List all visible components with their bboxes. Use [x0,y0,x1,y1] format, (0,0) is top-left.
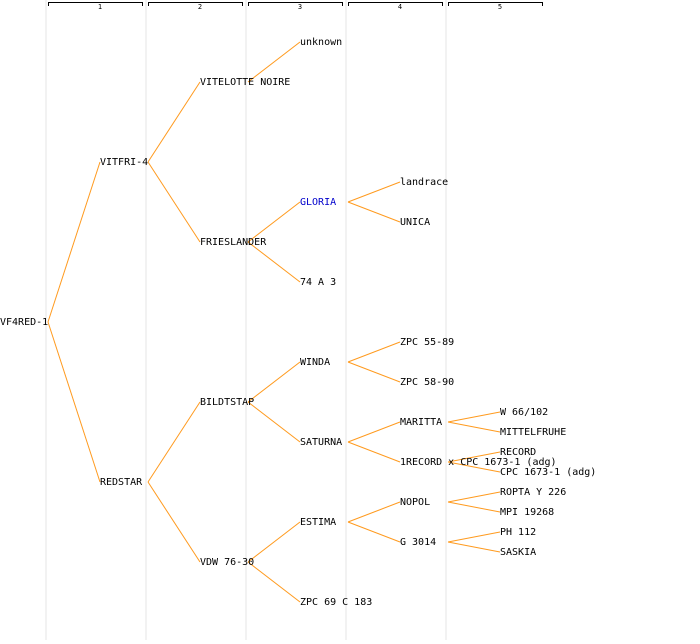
edge [147,81,201,163]
edge [347,341,401,363]
node-label: VF4RED-1 [0,317,48,328]
edge [347,361,401,383]
node-label: ZPC 55-89 [400,337,454,348]
node-label: G 3014 [400,537,436,548]
edge [347,421,401,443]
node-label: VITELOTTE NOIRE [200,77,290,88]
column-bracket [148,2,243,6]
edge [347,501,401,523]
node-label: WINDA [300,357,330,368]
node-label: CPC 1673-1 (adg) [500,467,596,478]
column-label: 4 [398,3,402,11]
edge [347,521,401,543]
edge [447,421,501,433]
edge [447,451,501,463]
edge [147,401,201,483]
node-label: landrace [400,177,448,188]
node-label: UNICA [400,217,430,228]
node-label: FRIESLANDER [200,237,267,248]
node-label: ZPC 69 C 183 [300,597,372,608]
edge [347,201,401,223]
edge [47,321,101,483]
edge [47,161,101,323]
node-label: MITTELFRUHE [500,427,566,438]
edge [147,161,201,243]
edge [447,531,501,543]
column-bracket [248,2,343,6]
node-label: 1RECORD x CPC 1673-1 (adg) [400,457,557,468]
edge [447,461,501,473]
node-label: ZPC 58-90 [400,377,454,388]
edge [447,491,501,503]
edge [447,541,501,553]
edge [247,401,301,443]
edge [347,441,401,463]
edge [347,181,401,203]
node-label: RECORD [500,447,536,458]
edge [247,361,301,403]
edge [247,201,301,243]
column-label: 3 [298,3,302,11]
column-label: 2 [198,3,202,11]
node-label: ROPTA Y 226 [500,487,566,498]
node-label: NOPOL [400,497,430,508]
node-label: VDW 76-30 [200,557,254,568]
node-label: MPI 19268 [500,507,554,518]
edge [247,41,301,83]
node-label: VITFRI-4 [100,157,148,168]
node-label[interactable]: GLORIA [300,197,336,208]
node-label: BILDTSTAP [200,397,254,408]
node-label: W 66/102 [500,407,548,418]
node-label: unknown [300,37,342,48]
node-label: 74 A 3 [300,277,336,288]
edge [247,241,301,283]
column-label: 1 [98,3,102,11]
edge [247,521,301,563]
node-label: ESTIMA [300,517,336,528]
node-label: REDSTAR [100,477,143,488]
column-label: 5 [498,3,502,11]
edge [247,561,301,603]
edge [447,411,501,423]
edge [147,481,201,563]
column-bracket [448,2,543,6]
node-label: MARITTA [400,417,442,428]
node-label: SATURNA [300,437,342,448]
edge [447,501,501,513]
node-label: SASKIA [500,547,536,558]
column-bracket [48,2,143,6]
column-bracket [348,2,443,6]
node-label: PH 112 [500,527,536,538]
